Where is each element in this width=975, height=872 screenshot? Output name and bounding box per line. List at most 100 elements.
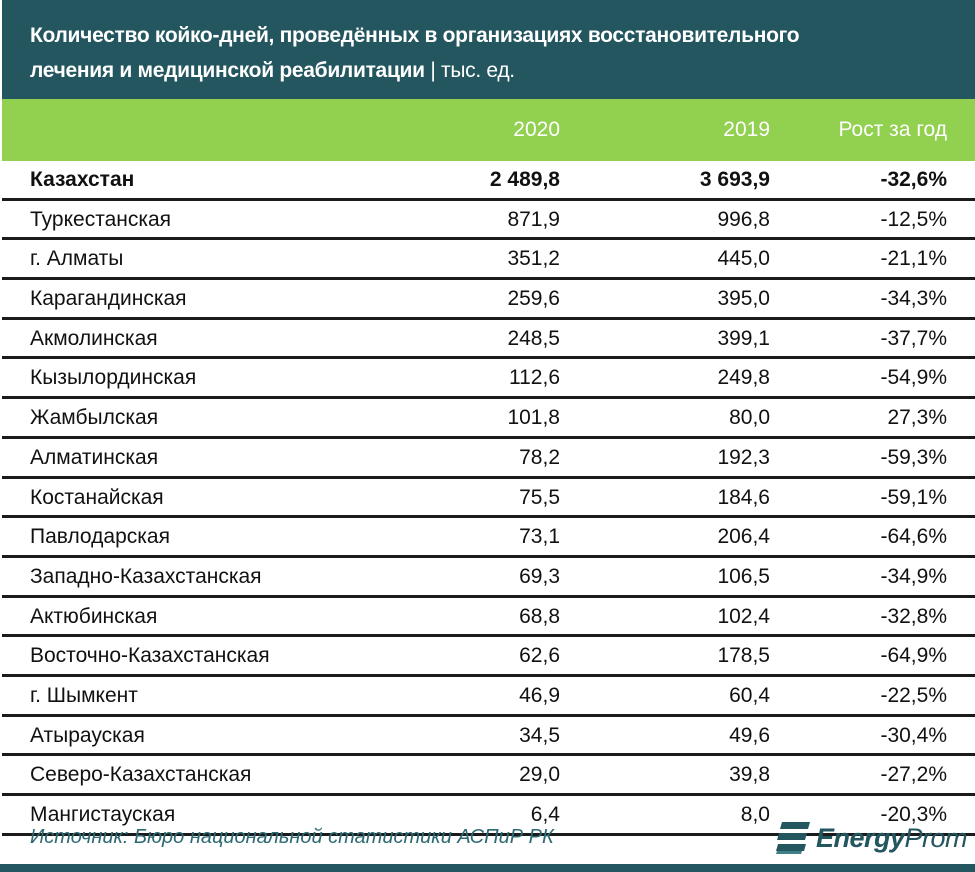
logo-text-rest: Prom — [904, 822, 967, 853]
value-growth: -32,6% — [880, 168, 947, 191]
value-growth: -59,3% — [880, 445, 947, 469]
bottom-bar — [0, 864, 975, 872]
column-header-2020: 2020 — [513, 118, 560, 141]
value-2019: 178,5 — [717, 644, 770, 668]
value-2020: 101,8 — [507, 406, 560, 430]
value-growth: -21,1% — [880, 247, 947, 271]
value-2020: 73,1 — [519, 525, 560, 549]
title-line-1: Количество койко-дней, проведённых в орг… — [30, 24, 800, 47]
value-growth: -37,7% — [880, 326, 947, 350]
region-name: Мангистауская — [30, 803, 176, 826]
table-row: Алматинская 78,2 192,3 -59,3% — [2, 439, 975, 479]
value-2019: 399,1 — [717, 326, 770, 350]
logo-text: EnergyProm — [815, 822, 968, 854]
region-name: г. Алматы — [30, 247, 124, 271]
table-row-total: Казахстан 2 489,8 3 693,9 -32,6% — [2, 161, 975, 201]
value-2020: 6,4 — [530, 803, 560, 826]
table-title: Количество койко-дней, проведённых в орг… — [2, 0, 975, 99]
value-growth: -59,1% — [880, 485, 947, 509]
region-name: Туркестанская — [30, 207, 172, 231]
column-header-row: 2020 2019 Рост за год — [2, 99, 975, 161]
value-2020: 351,2 — [507, 247, 560, 271]
value-2019: 445,0 — [717, 247, 770, 271]
region-name: Кызылординская — [30, 366, 197, 390]
value-2019: 8,0 — [740, 803, 770, 826]
value-growth: -30,4% — [880, 723, 947, 747]
value-2019: 395,0 — [717, 287, 770, 311]
table-row: Восточно-Казахстанская 62,6 178,5 -64,9% — [2, 637, 975, 677]
region-name: Жамбылская — [30, 406, 159, 430]
region-name: Павлодарская — [30, 525, 170, 549]
value-2020: 2 489,8 — [489, 168, 560, 191]
value-2019: 192,3 — [717, 445, 770, 469]
value-2019: 39,8 — [729, 763, 770, 787]
table-row: Туркестанская 871,9 996,8 -12,5% — [2, 201, 975, 241]
table-row: Костанайская 75,5 184,6 -59,1% — [2, 479, 975, 519]
value-2020: 871,9 — [507, 207, 560, 231]
footer: Источник: Бюро национальной статистики А… — [0, 812, 975, 872]
value-growth: -64,9% — [880, 644, 947, 668]
value-2019: 184,6 — [717, 485, 770, 509]
value-2019: 106,5 — [717, 564, 770, 588]
value-2020: 29,0 — [519, 763, 560, 787]
table-row: Карагандинская 259,6 395,0 -34,3% — [2, 280, 975, 320]
value-2020: 34,5 — [519, 723, 560, 747]
value-2020: 75,5 — [519, 485, 560, 509]
value-2020: 248,5 — [507, 326, 560, 350]
value-2020: 69,3 — [519, 564, 560, 588]
column-header-2019: 2019 — [723, 118, 770, 141]
region-name: Казахстан — [30, 168, 135, 191]
region-name: Восточно-Казахстанская — [30, 644, 270, 668]
table-row: Кызылординская 112,6 249,8 -54,9% — [2, 359, 975, 400]
value-2020: 46,9 — [519, 683, 560, 707]
energyprom-logo: EnergyProm — [775, 818, 968, 858]
table-row: Павлодарская 73,1 206,4 -64,6% — [2, 518, 975, 558]
region-name: г. Шымкент — [30, 683, 138, 707]
region-name: Акмолинская — [30, 326, 158, 350]
value-growth: -12,5% — [880, 207, 947, 231]
value-2019: 996,8 — [717, 207, 770, 231]
value-2019: 3 693,9 — [699, 168, 770, 191]
value-growth: -64,6% — [880, 525, 947, 549]
title-line-2-text: лечения и медицинской реабилитации — [30, 59, 425, 82]
region-name: Карагандинская — [30, 287, 187, 311]
value-growth: -27,2% — [880, 763, 947, 787]
source-note: Источник: Бюро национальной статистики А… — [30, 826, 554, 848]
value-growth: -34,3% — [880, 287, 947, 311]
region-name: Северо-Казахстанская — [30, 763, 252, 787]
value-growth: -32,8% — [880, 604, 947, 628]
value-2020: 259,6 — [507, 287, 560, 311]
region-name: Костанайская — [30, 485, 164, 509]
value-2019: 60,4 — [729, 683, 770, 707]
table-row: Атырауская 34,5 49,6 -30,4% — [2, 717, 975, 757]
value-2019: 249,8 — [717, 366, 770, 390]
value-growth: -20,3% — [880, 803, 947, 826]
table-row: Жамбылская 101,8 80,0 27,3% — [2, 399, 975, 439]
unit-label: | тыс. ед. — [430, 59, 515, 82]
value-2019: 102,4 — [717, 604, 770, 628]
table-row: г. Шымкент 46,9 60,4 -22,5% — [2, 677, 975, 717]
region-name: Алматинская — [30, 445, 159, 469]
value-growth: -54,9% — [880, 366, 947, 390]
table-row: Западно-Казахстанская 69,3 106,5 -34,9% — [2, 558, 975, 598]
region-name: Западно-Казахстанская — [30, 564, 262, 588]
table-row: Северо-Казахстанская 29,0 39,8 -27,2% — [2, 756, 975, 796]
value-2020: 68,8 — [519, 604, 560, 628]
value-growth: -34,9% — [880, 564, 947, 588]
value-2019: 80,0 — [729, 406, 770, 430]
value-2019: 49,6 — [729, 723, 770, 747]
value-growth: 27,3% — [887, 406, 947, 430]
table-body: Казахстан 2 489,8 3 693,9 -32,6% Туркест… — [2, 161, 975, 836]
value-2020: 78,2 — [519, 445, 560, 469]
value-growth: -22,5% — [880, 683, 947, 707]
logo-text-bold: Energy — [815, 822, 905, 853]
value-2020: 62,6 — [519, 644, 560, 668]
value-2020: 112,6 — [509, 366, 560, 390]
table-row: г. Алматы 351,2 445,0 -21,1% — [2, 240, 975, 281]
table-row: Актюбинская 68,8 102,4 -32,8% — [2, 598, 975, 638]
column-header-growth: Рост за год — [838, 118, 947, 141]
value-2019: 206,4 — [717, 525, 770, 549]
table-row: Акмолинская 248,5 399,1 -37,7% — [2, 320, 975, 360]
table-row: Мангистауская 6,4 8,0 -20,3% — [2, 796, 975, 836]
region-name: Актюбинская — [30, 604, 158, 628]
